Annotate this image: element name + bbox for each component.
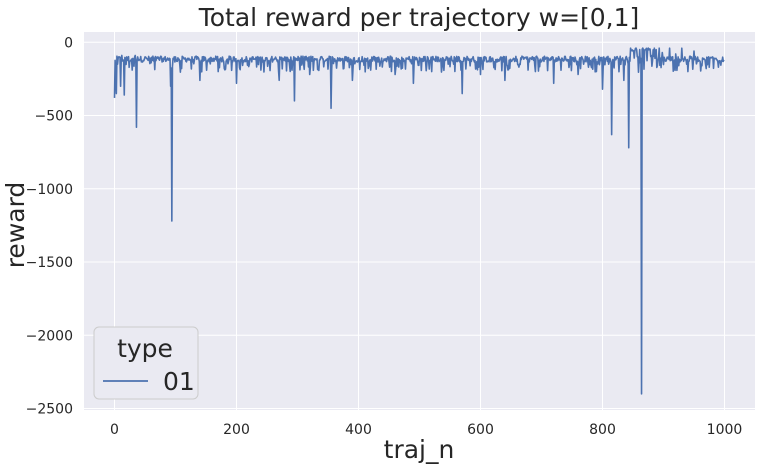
series-line-01 — [113, 47, 725, 395]
x-tick-label: 600 — [467, 422, 494, 438]
x-axis-label: traj_n — [384, 435, 455, 464]
legend: type 01 — [93, 326, 199, 400]
y-tick-label: −500 — [35, 109, 73, 125]
x-tick-label: 400 — [345, 422, 372, 438]
x-tick-label: 1000 — [707, 422, 743, 438]
grid — [84, 32, 755, 410]
x-ticks: 0 200 400 600 800 1000 — [110, 422, 742, 438]
y-tick-label: −2500 — [26, 402, 73, 418]
y-tick-label: −1500 — [26, 255, 73, 271]
y-tick-label: −1000 — [26, 182, 73, 198]
legend-title: type — [117, 334, 173, 363]
y-axis-label: reward — [1, 182, 30, 269]
y-tick-label: 0 — [64, 35, 73, 51]
x-tick-label: 0 — [110, 422, 119, 438]
y-ticks: 0 −500 −1000 −1500 −2000 −2500 — [26, 35, 73, 417]
legend-entry-01: 01 — [163, 367, 195, 396]
x-tick-label: 200 — [223, 422, 250, 438]
y-tick-label: −2000 — [26, 328, 73, 344]
x-tick-label: 800 — [589, 422, 616, 438]
chart-title: Total reward per trajectory w=[0,1] — [198, 3, 640, 32]
